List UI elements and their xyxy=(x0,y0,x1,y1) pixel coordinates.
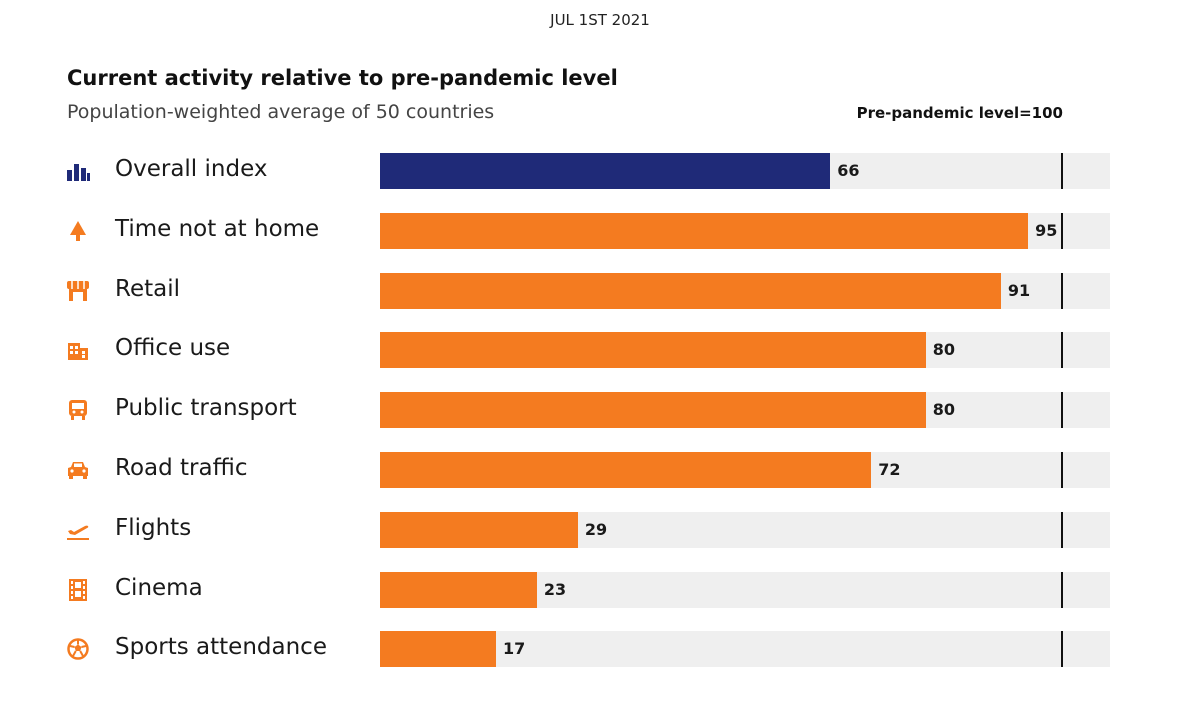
tree-icon xyxy=(66,220,90,242)
bar-track: 80 xyxy=(380,392,1110,429)
bar xyxy=(380,212,1029,249)
data-label: 29 xyxy=(584,519,608,539)
bar-track: 29 xyxy=(380,511,1110,548)
reference-line xyxy=(1061,153,1064,189)
reference-line xyxy=(1061,272,1064,309)
data-label: 80 xyxy=(932,340,956,360)
category-label: Flights xyxy=(115,514,192,541)
bar-track: 72 xyxy=(380,452,1110,488)
bar-track: 91 xyxy=(380,272,1110,309)
bar-track: 23 xyxy=(380,571,1110,608)
bar-track: 17 xyxy=(380,631,1110,668)
bar-row: Overall index 66 xyxy=(0,153,1200,189)
reference-line xyxy=(1061,212,1064,249)
bar-row: Flights 29 xyxy=(0,511,1200,548)
bar-track: 95 xyxy=(380,212,1110,249)
bar-track: 66 xyxy=(380,153,1110,189)
film-strip-icon xyxy=(66,578,90,601)
storefront-icon xyxy=(66,280,90,302)
category-label: Sports attendance xyxy=(115,634,327,661)
reference-line xyxy=(1061,571,1064,608)
chart-title: Current activity relative to pre-pandemi… xyxy=(67,66,618,90)
category-label: Public transport xyxy=(115,395,297,422)
bar-row: Cinema 23 xyxy=(0,571,1200,608)
bar xyxy=(380,392,926,429)
reference-label: Pre-pandemic level=100 xyxy=(856,104,1063,122)
bar-row: Road traffic 72 xyxy=(0,452,1200,488)
reference-line xyxy=(1061,392,1064,429)
bar xyxy=(380,153,831,189)
bar-row: Sports attendance 17 xyxy=(0,631,1200,668)
date-label: JUL 1ST 2021 xyxy=(550,11,650,29)
category-label: Overall index xyxy=(115,156,268,182)
bar xyxy=(380,631,496,668)
car-icon xyxy=(66,459,90,481)
data-label: 95 xyxy=(1035,220,1058,240)
reference-line xyxy=(1061,511,1064,548)
category-label: Retail xyxy=(115,275,180,302)
bar xyxy=(380,511,578,548)
bar-chart-icon xyxy=(66,160,90,182)
bar xyxy=(380,571,537,608)
reference-line xyxy=(1061,332,1064,369)
category-label: Cinema xyxy=(115,574,203,601)
bus-icon xyxy=(66,399,90,421)
data-label: 23 xyxy=(543,579,567,599)
soccer-ball-icon xyxy=(66,638,90,661)
data-label: 91 xyxy=(1007,280,1031,300)
category-label: Road traffic xyxy=(115,455,248,481)
airplane-takeoff-icon xyxy=(66,519,90,541)
chart-subtitle: Population-weighted average of 50 countr… xyxy=(67,101,495,123)
category-label: Office use xyxy=(115,335,231,362)
bar-row: Public transport 80 xyxy=(0,392,1200,429)
data-label: 80 xyxy=(932,400,956,420)
bar xyxy=(380,332,926,369)
data-label: 17 xyxy=(502,639,526,659)
reference-line xyxy=(1061,631,1064,668)
office-building-icon xyxy=(66,339,90,361)
bar-track: 80 xyxy=(380,332,1110,369)
bar-row: Time not at home 95 xyxy=(0,212,1200,249)
bar xyxy=(380,272,1001,309)
data-label: 66 xyxy=(837,161,860,180)
bar-row: Retail 91 xyxy=(0,272,1200,309)
bar-row: Office use 80 xyxy=(0,332,1200,369)
bar xyxy=(380,452,872,488)
data-label: 72 xyxy=(878,460,901,479)
reference-line xyxy=(1061,452,1064,488)
category-label: Time not at home xyxy=(115,215,320,242)
